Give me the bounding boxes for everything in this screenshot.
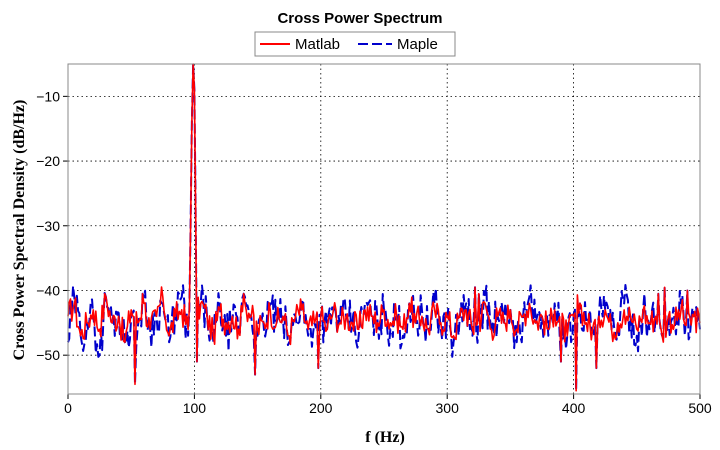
tick-labels: 0 100 200 300 400 500 −50 −40 −30 −20 −10 — [36, 88, 712, 416]
axis-ticks — [63, 95, 701, 399]
y-tick-label: −30 — [36, 218, 60, 234]
x-tick-label: 300 — [436, 400, 460, 416]
x-tick-label: 500 — [688, 400, 712, 416]
y-axis-label: Cross Power Spectral Density (dB/Hz) — [11, 100, 28, 361]
y-tick-label: −20 — [36, 153, 60, 169]
y-tick-label: −50 — [36, 347, 60, 363]
x-tick-label: 100 — [183, 400, 207, 416]
plot-frame — [67, 63, 701, 395]
x-tick-label: 400 — [562, 400, 586, 416]
x-tick-label: 200 — [309, 400, 333, 416]
legend: Matlab Maple — [254, 31, 456, 57]
legend-label-maple: Maple — [397, 36, 438, 53]
x-axis-label: f (Hz) — [365, 429, 405, 446]
x-tick-label: 0 — [64, 400, 72, 416]
series-line-matlab — [67, 63, 701, 392]
grid-lines — [67, 64, 701, 394]
series-lines — [67, 63, 701, 392]
chart-title: Cross Power Spectrum — [277, 10, 442, 27]
y-tick-label: −40 — [36, 282, 60, 298]
series-line-maple — [67, 63, 701, 392]
y-tick-label: −10 — [36, 88, 60, 104]
legend-label-matlab: Matlab — [295, 36, 340, 53]
